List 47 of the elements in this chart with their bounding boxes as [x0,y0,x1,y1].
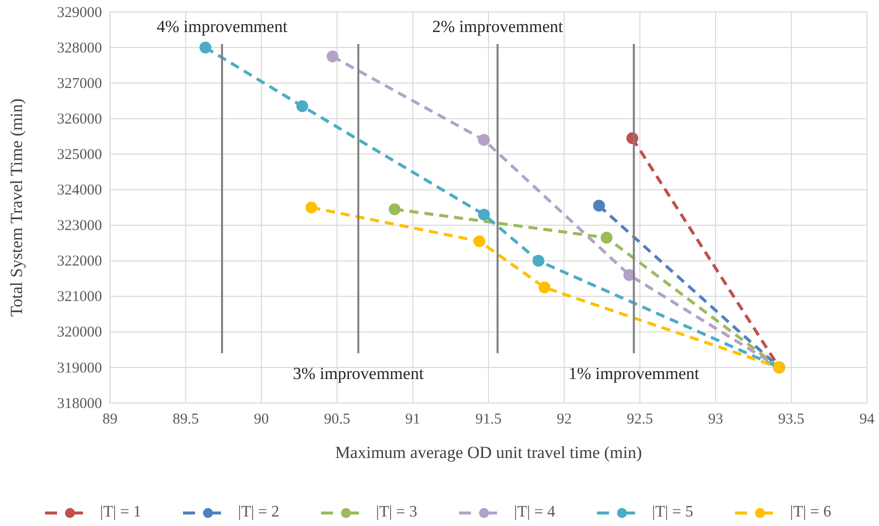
x-tick-label: 90 [254,412,269,428]
point [478,134,490,146]
point [593,200,605,212]
legend-label: |T| = 3 [376,504,418,521]
y-tick-label: 326000 [57,111,102,128]
legend-label: |T| = 6 [790,504,832,521]
point [532,254,544,267]
y-tick-label: 323000 [57,218,102,234]
x-tick-label: 92.5 [626,412,654,428]
x-tick-label: 93.5 [778,412,804,428]
x-tick-label: 91.5 [475,412,502,428]
annotation: 3% improvemment [292,364,424,384]
legend-label: |T| = 2 [238,504,280,521]
annotation: 4% improvemment [156,16,288,36]
y-tick-label: 329000 [57,4,102,21]
y-axis-title: Total System Travel Time (min) [7,98,26,316]
y-tick-label: 322000 [57,254,102,270]
x-tick-label: 91 [405,412,420,428]
y-tick-label: 325000 [57,146,102,163]
x-tick-label: 93 [708,412,724,428]
x-tick-label: 92 [556,412,572,428]
legend-label: |T| = 1 [100,504,142,521]
x-tick-label: 89 [102,412,118,428]
point [538,282,550,294]
point [388,203,401,216]
point [305,202,318,214]
y-tick-label: 318000 [57,396,102,412]
y-tick-label: 321000 [57,289,102,306]
point [474,235,486,248]
point [199,42,212,54]
annotation: 2% improvemment [432,16,564,36]
point [600,232,613,244]
y-tick-label: 328000 [57,40,102,56]
point [326,50,338,62]
point [296,100,308,112]
y-tick-label: 327000 [57,76,102,92]
x-tick-label: 94 [860,412,875,428]
x-axis-title: Maximum average OD unit travel time (min) [335,443,642,462]
y-tick-label: 319000 [57,360,102,376]
legend-label: |T| = 4 [514,504,556,521]
y-tick-label: 320000 [57,324,102,341]
y-tick-label: 324000 [57,182,102,199]
annotation: 1% improvemment [568,364,700,384]
x-tick-label: 90.5 [324,412,350,428]
x-tick-label: 89.5 [172,412,199,428]
legend-label: |T| = 5 [652,504,694,521]
point [478,208,490,221]
